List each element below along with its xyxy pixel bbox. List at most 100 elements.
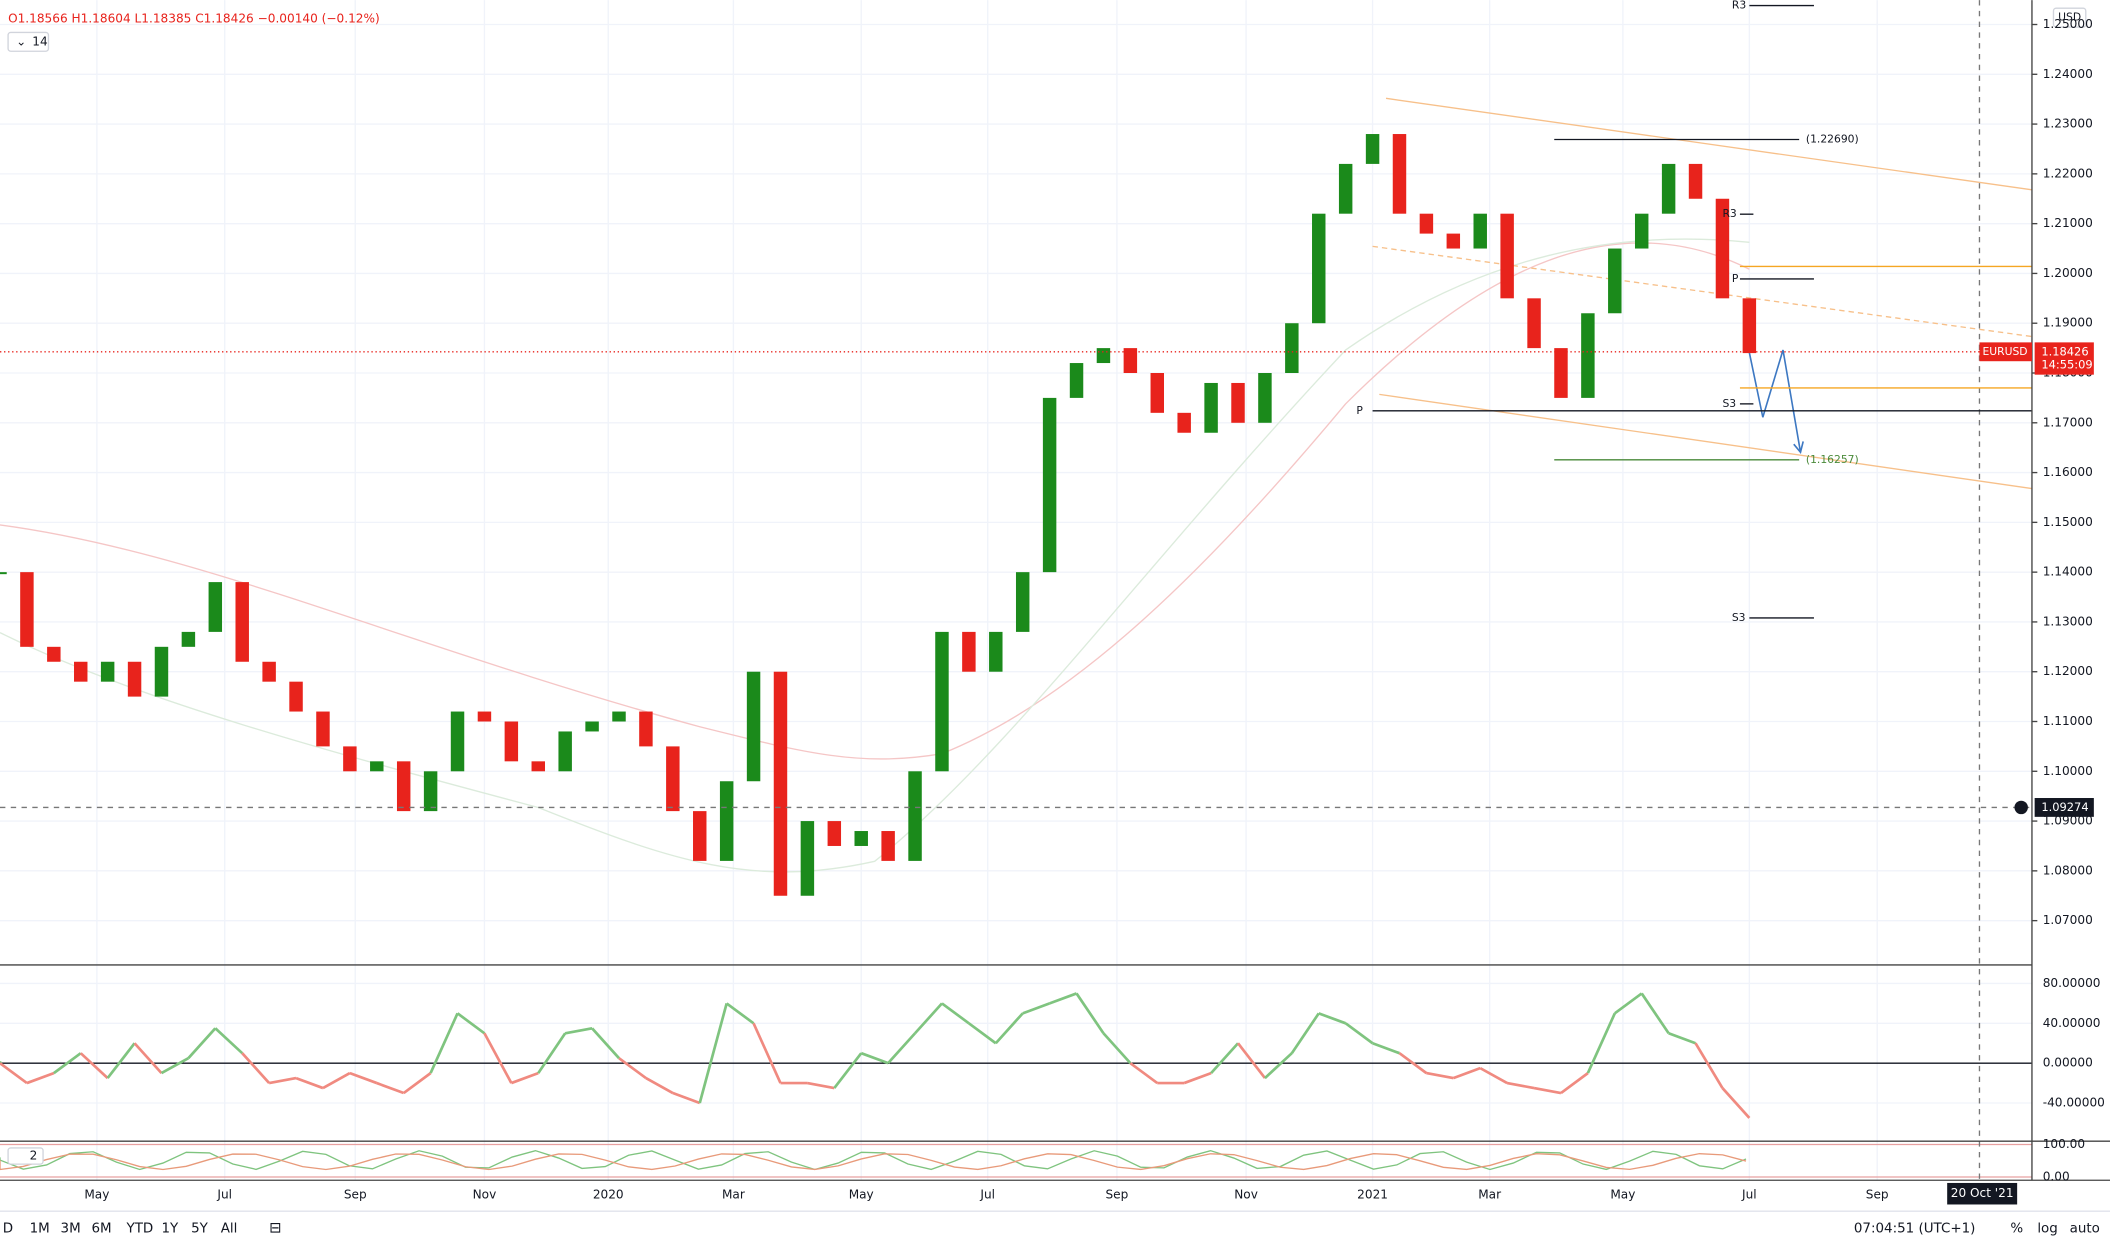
price-tick-label: 1.14000 bbox=[2043, 565, 2093, 579]
range-button[interactable]: All bbox=[221, 1222, 238, 1237]
candle bbox=[20, 572, 34, 647]
oscillator-segment bbox=[1560, 1072, 1589, 1095]
crosshair-plus[interactable] bbox=[2014, 800, 2028, 815]
oscillator-segment bbox=[1264, 1052, 1293, 1080]
oscillator-segment bbox=[26, 1071, 55, 1085]
candle bbox=[74, 661, 88, 682]
pivot-label: R3 bbox=[1722, 207, 1736, 220]
oscillator-segment bbox=[994, 1012, 1024, 1045]
candle bbox=[935, 631, 949, 772]
pivot-label: (1.22690) bbox=[1806, 133, 1859, 146]
scale-option[interactable]: log bbox=[2037, 1222, 2057, 1237]
range-button[interactable]: 3M bbox=[61, 1222, 81, 1237]
time-tick-label: Jul bbox=[979, 1188, 995, 1202]
range-button[interactable]: 1Y bbox=[161, 1222, 179, 1237]
time-tick-label: Mar bbox=[722, 1188, 745, 1202]
candle bbox=[719, 781, 734, 861]
candle bbox=[1715, 198, 1730, 299]
oscillator-segment bbox=[1075, 992, 1105, 1035]
oscillator-segment bbox=[0, 1062, 28, 1085]
price-tick-label: 1.19000 bbox=[2043, 316, 2093, 330]
oscillator-segment bbox=[1586, 1012, 1617, 1074]
price-tick-label: 1.23000 bbox=[2043, 117, 2093, 131]
price-tick-label: 1.16000 bbox=[2043, 465, 2093, 479]
candle bbox=[208, 582, 223, 632]
candle bbox=[1096, 348, 1111, 364]
crosshair-label: 1.09274 bbox=[2041, 800, 2088, 814]
candle bbox=[1446, 233, 1461, 249]
arrow-head bbox=[1793, 441, 1804, 454]
candle bbox=[1177, 412, 1191, 433]
candle bbox=[100, 661, 115, 682]
oscillator-segment bbox=[1183, 1071, 1212, 1085]
range-button[interactable]: YTD bbox=[125, 1222, 153, 1237]
candle bbox=[316, 711, 330, 747]
oscillator-segment bbox=[295, 1076, 324, 1090]
candle bbox=[989, 631, 1003, 672]
oscillator-segment bbox=[618, 1057, 647, 1080]
oscillator-segment bbox=[349, 1071, 378, 1085]
candle bbox=[773, 671, 788, 896]
candle bbox=[154, 646, 169, 697]
oscillator-segment bbox=[564, 1026, 593, 1035]
indicator-badge[interactable] bbox=[7, 31, 50, 52]
scale-option[interactable]: % bbox=[2010, 1222, 2023, 1237]
scale-option[interactable]: auto bbox=[2070, 1222, 2100, 1237]
candle bbox=[854, 831, 868, 846]
price-tick-label: 1.11000 bbox=[2043, 714, 2093, 728]
oscillator-segment bbox=[1049, 992, 1077, 1005]
pivot-label: R3 bbox=[1732, 0, 1746, 12]
candle bbox=[612, 711, 626, 722]
date-range-button[interactable]: ⊟ bbox=[269, 1220, 281, 1237]
oscillator-segment bbox=[53, 1052, 82, 1075]
candle bbox=[1365, 134, 1380, 164]
trend-line bbox=[1379, 393, 2033, 490]
oscillator-segment bbox=[1236, 1042, 1266, 1079]
pivot-label: S3 bbox=[1732, 611, 1746, 624]
candle bbox=[962, 631, 976, 672]
oscillator-segment bbox=[1640, 992, 1670, 1035]
candle bbox=[1554, 348, 1568, 398]
lower-oscillator bbox=[0, 1149, 1747, 1171]
candle bbox=[181, 631, 196, 647]
oscillator-segment bbox=[1129, 1062, 1159, 1085]
candle bbox=[1661, 163, 1676, 214]
candle bbox=[693, 811, 707, 861]
candle bbox=[450, 711, 465, 772]
oscillator-segment bbox=[160, 1056, 190, 1075]
candle bbox=[1473, 213, 1487, 249]
oscillator-segment bbox=[133, 1042, 163, 1075]
candle bbox=[1150, 373, 1164, 413]
range-button[interactable]: 5Y bbox=[191, 1222, 209, 1237]
candle bbox=[396, 761, 411, 812]
range-button[interactable]: D bbox=[3, 1222, 13, 1237]
candle bbox=[800, 821, 815, 896]
time-tick-label: 2020 bbox=[593, 1188, 624, 1202]
candle bbox=[881, 831, 895, 861]
countdown-label: 14:55:09 bbox=[2041, 358, 2092, 372]
oscillator-segment bbox=[941, 1002, 970, 1025]
currency-badge[interactable] bbox=[2052, 7, 2087, 28]
price-tick-label: 1.21000 bbox=[2043, 216, 2093, 230]
candle bbox=[1581, 313, 1595, 398]
time-tick-label: Sep bbox=[1866, 1188, 1889, 1202]
candle bbox=[827, 821, 842, 846]
oscillator-segment bbox=[1721, 1087, 1751, 1119]
date-cursor-box bbox=[1947, 1182, 2018, 1205]
candle bbox=[343, 746, 357, 772]
time-tick-label: Jul bbox=[216, 1188, 232, 1202]
indicator-badge[interactable] bbox=[7, 1147, 44, 1165]
ohlc-legend: O1.18566 H1.18604 L1.18385 C1.18426 −0.0… bbox=[8, 11, 380, 25]
candle bbox=[1285, 323, 1299, 374]
candle bbox=[0, 572, 7, 575]
indicator-toggle[interactable]: ⌄ bbox=[16, 34, 26, 48]
lower-tick-label: 0.00 bbox=[2043, 1170, 2070, 1184]
range-button[interactable]: 1M bbox=[30, 1222, 50, 1237]
range-button[interactable]: 6M bbox=[92, 1222, 112, 1237]
candle bbox=[235, 582, 249, 662]
oscillator-segment bbox=[1426, 1071, 1454, 1080]
price-tick-label: 1.20000 bbox=[2043, 266, 2093, 280]
oscillator-segment bbox=[1613, 992, 1643, 1015]
pivot-label: P bbox=[1732, 272, 1739, 285]
